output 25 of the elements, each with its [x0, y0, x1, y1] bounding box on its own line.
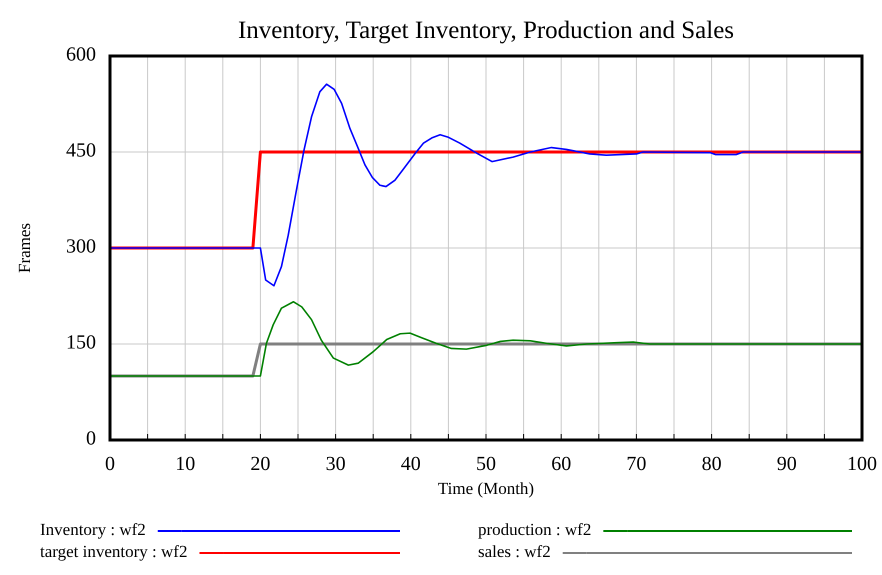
x-tick-label: 60: [551, 453, 572, 475]
legend-label: target inventory : wf2: [40, 542, 188, 561]
y-tick-label: 600: [66, 44, 96, 66]
x-tick-label: 70: [626, 453, 646, 475]
y-tick-label: 150: [66, 332, 96, 354]
legend-label: Inventory : wf2: [40, 520, 146, 539]
y-tick-label: 0: [86, 428, 96, 450]
x-tick-label: 20: [250, 453, 270, 475]
legend-label: sales : wf2: [478, 542, 551, 561]
y-axis-title: Frames: [15, 222, 34, 274]
line-series: [109, 83, 863, 287]
y-tick-label: 300: [66, 236, 96, 258]
x-tick-label: 50: [476, 453, 496, 475]
x-tick-label: 80: [702, 453, 722, 475]
x-axis-title: Time (Month): [438, 479, 534, 498]
y-tick-label: 450: [66, 140, 96, 162]
x-tick-label: 100: [847, 453, 877, 475]
x-tick-label: 90: [776, 453, 797, 475]
x-tick-label: 10: [175, 453, 196, 475]
line-series: [109, 300, 863, 377]
x-tick-label: 0: [105, 453, 115, 475]
chart-title: Inventory, Target Inventory, Production and Sales: [238, 17, 734, 44]
x-tick-label: 30: [326, 453, 346, 475]
x-tick-label: 40: [400, 453, 421, 475]
legend-label: production : wf2: [478, 520, 592, 539]
